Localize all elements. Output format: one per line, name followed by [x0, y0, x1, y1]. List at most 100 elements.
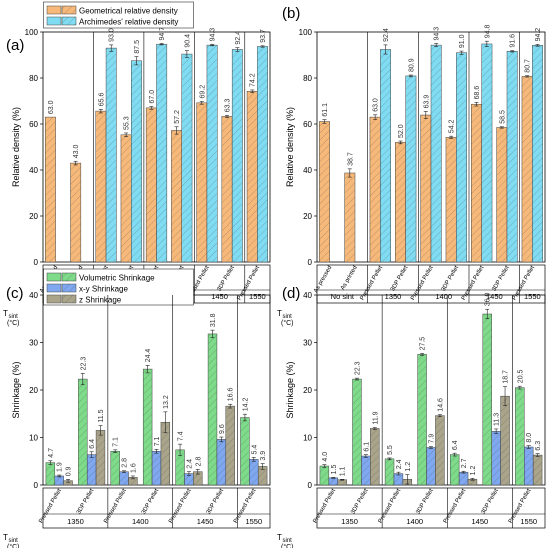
tsint-subscript: sint: [9, 538, 19, 544]
y-tick-label: 40: [29, 291, 38, 300]
tsint-label: T: [277, 533, 282, 542]
bar: [337, 479, 347, 486]
bar: [156, 43, 168, 263]
data-label: 7.1: [113, 437, 120, 447]
data-label: 54.2: [449, 119, 456, 133]
legend-swatch: [46, 283, 62, 293]
bar: [380, 49, 391, 263]
bar: [196, 102, 208, 263]
bar: [249, 459, 259, 486]
data-label: 27.5: [420, 337, 427, 351]
data-label: 1.2: [470, 466, 477, 476]
y-tick-label: 40: [303, 166, 312, 175]
tsint-subscript: sint: [9, 314, 19, 320]
tsint-unit: (°C): [7, 319, 20, 327]
y-tick-label: 10: [303, 434, 312, 443]
bar: [426, 447, 436, 486]
data-label: 5.4: [251, 445, 258, 455]
legend-entry: Geometrical relative density: [79, 7, 178, 16]
y-tick-label: 80: [303, 74, 312, 83]
category-table: [316, 264, 546, 304]
y-tick-label: 0: [308, 258, 313, 267]
bar: [369, 116, 381, 263]
category-label: 3DP Pellet: [206, 488, 225, 516]
data-label: 87.5: [134, 40, 141, 54]
legend-entry: Archimedes' relative density: [79, 18, 178, 27]
bar: [120, 134, 132, 263]
data-label: 20.5: [517, 369, 524, 383]
legend-swatch: [46, 294, 62, 304]
data-label: 22.3: [80, 357, 87, 371]
data-label: 38.7: [347, 152, 354, 166]
bar: [206, 44, 218, 263]
bar: [328, 477, 338, 486]
data-label: 63.0: [373, 98, 380, 112]
category-label: Pressed Pellet: [38, 488, 63, 525]
bar: [225, 405, 235, 486]
category-label: Pressed Pellet: [443, 488, 468, 525]
data-label: 5.5: [387, 445, 394, 455]
y-axis-label: Shrinkage (%): [11, 361, 21, 418]
data-label: 18.7: [503, 370, 510, 384]
legend-swatch: [61, 272, 77, 282]
bar: [142, 368, 153, 486]
bar: [131, 60, 142, 263]
y-tick-label: 60: [303, 120, 312, 129]
y-tick-label: 10: [29, 434, 38, 443]
bar: [95, 430, 106, 486]
group-label: 1450: [211, 292, 228, 301]
bar: [417, 354, 427, 486]
bar: [471, 103, 482, 263]
y-axis-label: Relative density (%): [285, 107, 295, 187]
data-label: 91.0: [459, 34, 466, 48]
category-label: Pressed Pellet: [378, 488, 403, 525]
group-label: 1550: [245, 517, 262, 526]
chart-panel-4: (d) 0 10 20 30 40 Shrinkage (%) 4.0 22.3 5.5 27.5 6…: [277, 285, 546, 548]
category-label: 3DP Pellet: [141, 488, 160, 516]
group-label: 1450: [486, 292, 503, 301]
data-label: 2.8: [195, 456, 202, 466]
group-label: 1350: [385, 292, 402, 301]
data-label: 94.2: [535, 28, 542, 42]
chart-panel-3: (c) 0 10 20 30 40 Shrinkage (%) 4.7 22.3 7.1 24.4 7…: [3, 268, 271, 548]
data-label: 63.0: [48, 100, 55, 114]
group-label: 1400: [406, 517, 423, 526]
bar: [257, 46, 268, 263]
data-label: 2.4: [396, 459, 403, 469]
y-tick-label: 40: [303, 291, 312, 300]
y-tick-label: 0: [308, 481, 313, 490]
y-tick-label: 40: [29, 166, 38, 175]
bar: [110, 451, 120, 486]
bar: [430, 44, 442, 263]
bar: [207, 333, 218, 486]
legend-entry: Volumetric Shrinkage: [79, 274, 155, 283]
y-tick-label: 20: [29, 212, 38, 221]
category-table: [42, 487, 271, 529]
legend-entry: z Shrinkage: [79, 296, 122, 305]
tsint-label: T: [3, 309, 8, 318]
data-label: 94.3: [210, 28, 217, 42]
data-label: 22.3: [354, 361, 361, 375]
data-label: 2.4: [186, 459, 193, 469]
data-label: 7.1: [154, 437, 161, 447]
data-label: 9.6: [219, 424, 226, 434]
data-label: 93.0: [109, 28, 116, 42]
legend-swatch: [46, 16, 62, 26]
data-label: 6.1: [363, 442, 370, 452]
category-label: 3DP Pellet: [441, 265, 460, 293]
data-label: 11.5: [98, 409, 105, 422]
bar: [221, 116, 233, 263]
data-label: 1.6: [130, 463, 137, 473]
data-label: 1.1: [340, 466, 347, 476]
y-tick-label: 0: [34, 258, 39, 267]
bar: [151, 451, 162, 486]
data-label: 14.6: [437, 398, 444, 412]
bar: [532, 454, 543, 486]
bar: [458, 471, 469, 486]
group-label: 1350: [341, 517, 358, 526]
data-label: 55.3: [124, 116, 131, 130]
data-label: 6.4: [452, 440, 459, 450]
y-tick-label: 20: [303, 386, 312, 395]
bar: [506, 51, 518, 263]
